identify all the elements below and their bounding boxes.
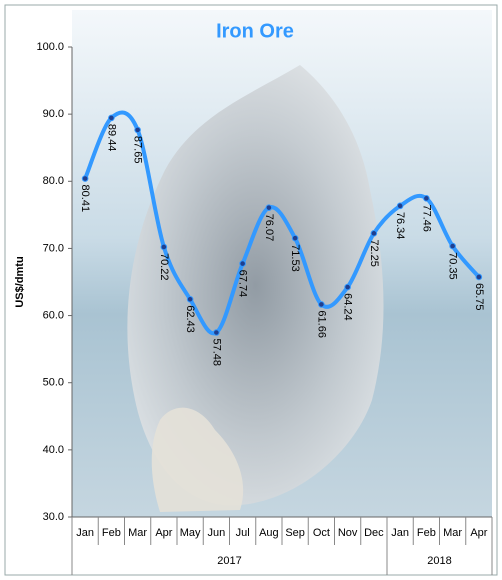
data-point [81, 175, 89, 182]
x-tick-label: Feb [102, 527, 121, 539]
y-tick-label: 100.0 [36, 41, 64, 53]
data-point [160, 243, 168, 251]
x-tick-label: Apr [155, 527, 172, 539]
data-label: 71.53 [289, 244, 301, 272]
data-label: 64.24 [342, 293, 354, 321]
x-tick-label: Nov [338, 527, 358, 539]
data-point [239, 260, 246, 267]
data-point [134, 126, 141, 134]
x-tick-label: Mar [128, 527, 147, 539]
data-point [186, 295, 194, 303]
y-tick-label: 90.0 [43, 108, 64, 120]
x-tick-label: Jul [236, 527, 250, 539]
x-tick-label: Jan [76, 527, 94, 539]
x-tick-label: Jan [391, 527, 409, 539]
data-label: 67.74 [237, 270, 249, 298]
data-label: 65.75 [473, 283, 485, 311]
x-tick-label: Mar [443, 527, 462, 539]
group-label: 2018 [427, 555, 451, 567]
y-tick-label: 70.0 [43, 242, 64, 254]
data-label: 62.43 [184, 305, 196, 333]
data-point [108, 114, 115, 122]
data-point [370, 230, 378, 237]
y-tick-label: 30.0 [43, 511, 64, 523]
group-label: 2017 [217, 555, 241, 567]
data-label: 57.48 [210, 338, 222, 366]
data-label: 70.22 [158, 253, 170, 281]
x-tick-label: Feb [417, 527, 436, 539]
data-label: 87.65 [132, 136, 144, 164]
data-point [291, 234, 299, 242]
chart-title: Iron Ore [216, 20, 294, 42]
x-tick-label: Oct [313, 527, 330, 539]
x-tick-label: Apr [470, 527, 487, 539]
data-label: 77.46 [420, 204, 432, 232]
data-point [396, 202, 404, 210]
x-tick-label: May [180, 527, 201, 539]
y-axis-title: US$/dmtu [14, 256, 26, 307]
data-label: 76.34 [394, 212, 406, 240]
data-label: 89.44 [105, 124, 117, 152]
data-point [318, 301, 325, 308]
y-tick-label: 40.0 [43, 444, 64, 456]
x-tick-label: Aug [259, 527, 279, 539]
data-point [213, 329, 220, 336]
rock-image [127, 65, 384, 506]
data-point [423, 195, 430, 202]
y-tick-label: 50.0 [43, 377, 64, 389]
data-point [265, 204, 273, 211]
data-point [449, 242, 456, 250]
y-tick-label: 60.0 [43, 309, 64, 321]
data-point [475, 273, 483, 281]
data-label: 70.35 [447, 252, 459, 280]
x-tick-label: Dec [364, 527, 384, 539]
data-label: 72.25 [368, 239, 380, 267]
data-label: 61.66 [315, 310, 327, 338]
x-tick-label: Jun [208, 527, 226, 539]
data-point [344, 283, 351, 291]
line-series [83, 110, 481, 336]
data-label: 80.41 [79, 185, 91, 213]
x-tick-label: Sep [285, 527, 305, 539]
rock-image-detail [151, 407, 244, 512]
data-label: 76.07 [263, 214, 275, 242]
y-tick-label: 80.0 [43, 175, 64, 187]
